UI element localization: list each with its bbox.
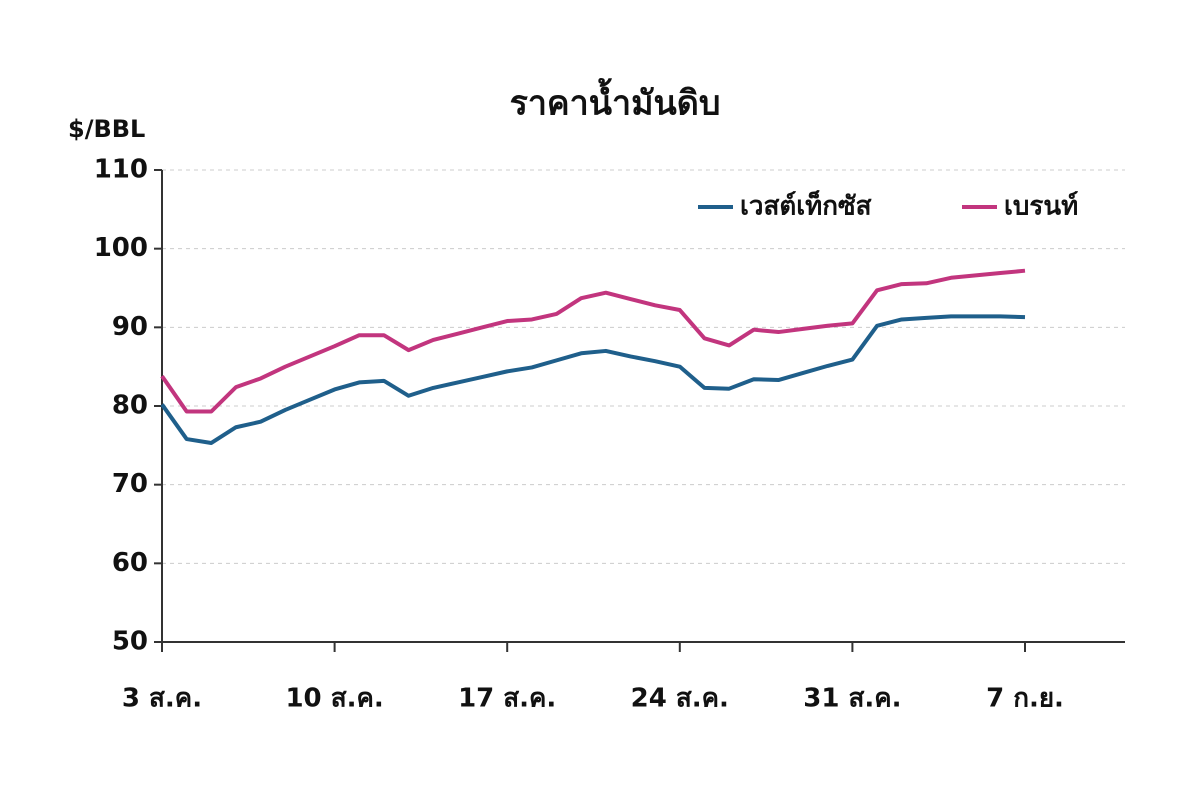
legend-label: เวสต์เท็กซัส [740, 190, 872, 222]
y-axis-label: $/BBL [68, 115, 145, 143]
x-tick-label: 10 ส.ค. [285, 684, 383, 714]
y-tick-label: 60 [112, 548, 148, 578]
chart-title: ราคาน้ำมันดิบ [510, 78, 721, 124]
x-tick-label: 31 ส.ค. [803, 684, 901, 714]
x-tick-label: 24 ส.ค. [631, 684, 729, 714]
x-tick-label: 17 ส.ค. [458, 684, 556, 714]
x-tick-label: 3 ส.ค. [122, 684, 202, 714]
y-tick-label: 100 [94, 233, 148, 263]
y-tick-label: 80 [112, 391, 148, 421]
line [160, 268, 1026, 414]
y-tick-label: 70 [112, 469, 148, 499]
y-tick-label: 110 [94, 155, 148, 185]
legend-label: เบรนท์ [1004, 191, 1078, 222]
line [160, 314, 1026, 445]
x-tick-label: 7 ก.ย. [986, 684, 1064, 714]
y-tick-label: 90 [112, 312, 148, 342]
y-tick-label: 50 [112, 627, 148, 657]
